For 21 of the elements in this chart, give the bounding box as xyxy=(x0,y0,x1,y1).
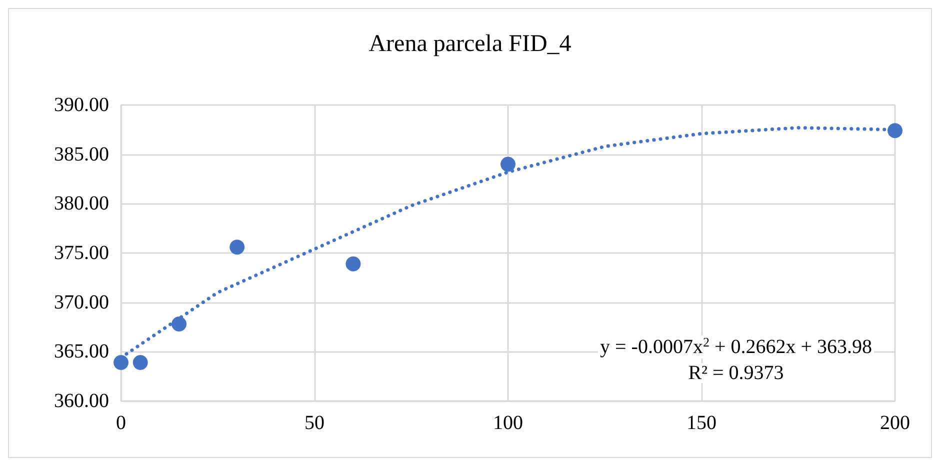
y-tick-label: 370.00 xyxy=(54,291,109,314)
chart-title: Arena parcela FID_4 xyxy=(368,31,572,57)
y-tick-label: 380.00 xyxy=(54,192,109,215)
y-tick-label: 390.00 xyxy=(54,94,109,116)
x-tick-label: 50 xyxy=(304,412,324,434)
y-tick-label: 375.00 xyxy=(54,242,109,264)
x-tick-label: 0 xyxy=(116,412,126,434)
point xyxy=(888,123,902,138)
annotation: R² = 0.9373 xyxy=(688,362,784,384)
point xyxy=(230,240,245,255)
x-tick-label: 150 xyxy=(686,412,716,434)
point xyxy=(132,355,148,370)
point xyxy=(500,156,516,172)
y-tick-label: 365.00 xyxy=(54,340,109,363)
point xyxy=(346,256,361,272)
point xyxy=(114,355,128,370)
point xyxy=(172,316,187,332)
y-tick-label: 360.00 xyxy=(54,390,109,412)
x-tick-label: 200 xyxy=(880,412,910,434)
y-tick-label: 385.00 xyxy=(54,143,109,166)
x-tick-label: 100 xyxy=(493,412,523,434)
